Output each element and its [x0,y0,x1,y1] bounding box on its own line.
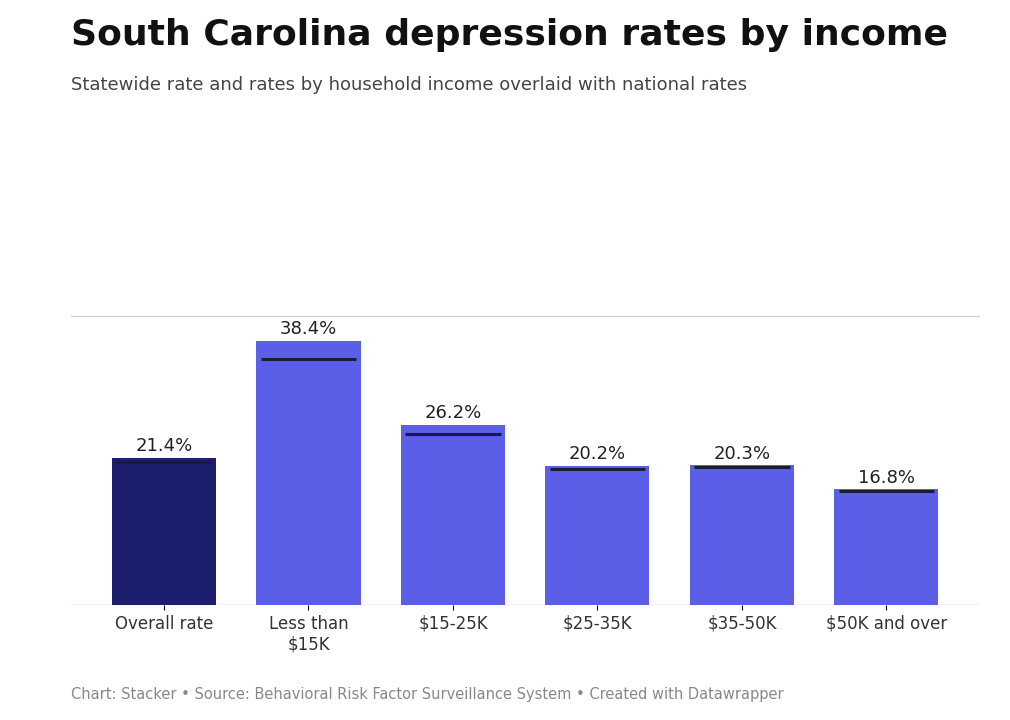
Text: 38.4%: 38.4% [280,320,337,338]
Bar [690,465,794,605]
Bar [112,458,216,605]
Text: 26.2%: 26.2% [424,404,482,422]
Text: 20.3%: 20.3% [713,444,771,462]
Text: South Carolina depression rates by income: South Carolina depression rates by incom… [71,18,947,52]
Bar [257,341,361,605]
Text: 21.4%: 21.4% [135,437,193,455]
Text: 20.2%: 20.2% [569,445,626,463]
Bar [545,466,649,605]
Bar [834,490,938,605]
Text: 16.8%: 16.8% [857,469,915,487]
Text: Statewide rate and rates by household income overlaid with national rates: Statewide rate and rates by household in… [71,76,746,94]
Text: Chart: Stacker • Source: Behavioral Risk Factor Surveillance System • Created wi: Chart: Stacker • Source: Behavioral Risk… [71,687,784,702]
Bar [401,425,505,605]
